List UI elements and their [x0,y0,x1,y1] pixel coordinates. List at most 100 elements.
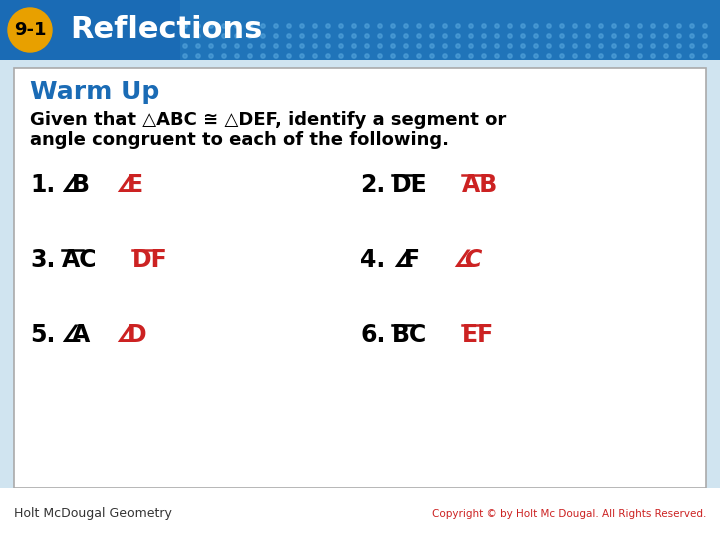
Circle shape [378,34,382,38]
Circle shape [573,44,577,48]
Circle shape [248,54,252,58]
Circle shape [495,44,499,48]
Circle shape [287,34,291,38]
Circle shape [183,24,187,28]
Circle shape [638,54,642,58]
Circle shape [651,44,655,48]
Circle shape [235,44,239,48]
Circle shape [365,24,369,28]
Circle shape [183,44,187,48]
Circle shape [534,24,539,28]
Circle shape [651,24,655,28]
Circle shape [209,34,213,38]
Circle shape [690,34,694,38]
Circle shape [287,24,291,28]
Circle shape [365,44,369,48]
Text: Warm Up: Warm Up [30,80,159,104]
Circle shape [8,8,52,52]
Circle shape [365,54,369,58]
Circle shape [196,34,200,38]
Text: 1.: 1. [30,173,55,197]
Text: 2.: 2. [360,173,385,197]
Circle shape [300,34,304,38]
Circle shape [638,44,642,48]
Circle shape [599,24,603,28]
Circle shape [391,34,395,38]
Circle shape [325,24,330,28]
Circle shape [430,34,434,38]
Circle shape [430,24,434,28]
Circle shape [378,54,382,58]
Circle shape [703,54,707,58]
Text: ∠: ∠ [115,323,136,347]
Circle shape [196,54,200,58]
Text: ∠: ∠ [452,248,473,272]
Circle shape [430,54,434,58]
Circle shape [222,24,226,28]
Circle shape [248,44,252,48]
Circle shape [546,44,552,48]
Circle shape [456,34,460,38]
Circle shape [546,24,552,28]
Circle shape [664,44,668,48]
Circle shape [248,24,252,28]
Circle shape [638,34,642,38]
Circle shape [352,34,356,38]
Text: ∠: ∠ [60,323,81,347]
Circle shape [469,54,473,58]
Circle shape [560,54,564,58]
Circle shape [300,24,304,28]
Circle shape [703,44,707,48]
Text: D: D [127,323,147,347]
Circle shape [521,24,525,28]
Circle shape [482,44,486,48]
Circle shape [482,24,486,28]
Circle shape [612,24,616,28]
Circle shape [664,24,668,28]
Circle shape [404,54,408,58]
Text: 5.: 5. [30,323,55,347]
Circle shape [352,54,356,58]
Circle shape [586,54,590,58]
Circle shape [209,24,213,28]
Circle shape [430,44,434,48]
Circle shape [625,24,629,28]
Circle shape [456,44,460,48]
Circle shape [274,44,278,48]
Circle shape [599,44,603,48]
Text: E: E [127,173,143,197]
Circle shape [274,34,278,38]
Circle shape [325,44,330,48]
Circle shape [703,24,707,28]
Circle shape [456,24,460,28]
Circle shape [287,54,291,58]
Circle shape [443,44,447,48]
Circle shape [521,44,525,48]
Circle shape [378,24,382,28]
Circle shape [508,54,512,58]
Circle shape [391,44,395,48]
Text: Given that △ABC ≅ △DEF, identify a segment or: Given that △ABC ≅ △DEF, identify a segme… [30,111,506,129]
Text: Copyright © by Holt Mc Dougal. All Rights Reserved.: Copyright © by Holt Mc Dougal. All Right… [431,509,706,519]
Circle shape [417,44,421,48]
Circle shape [274,24,278,28]
Circle shape [391,24,395,28]
Circle shape [534,34,539,38]
Circle shape [417,24,421,28]
Circle shape [183,54,187,58]
Circle shape [625,44,629,48]
Circle shape [352,24,356,28]
Circle shape [222,54,226,58]
FancyBboxPatch shape [14,68,706,488]
Circle shape [612,34,616,38]
Circle shape [222,34,226,38]
Circle shape [391,54,395,58]
Circle shape [469,44,473,48]
Circle shape [235,34,239,38]
Circle shape [300,54,304,58]
Text: EF: EF [462,323,494,347]
Circle shape [183,34,187,38]
Circle shape [664,34,668,38]
Text: B: B [72,173,90,197]
Circle shape [312,44,318,48]
